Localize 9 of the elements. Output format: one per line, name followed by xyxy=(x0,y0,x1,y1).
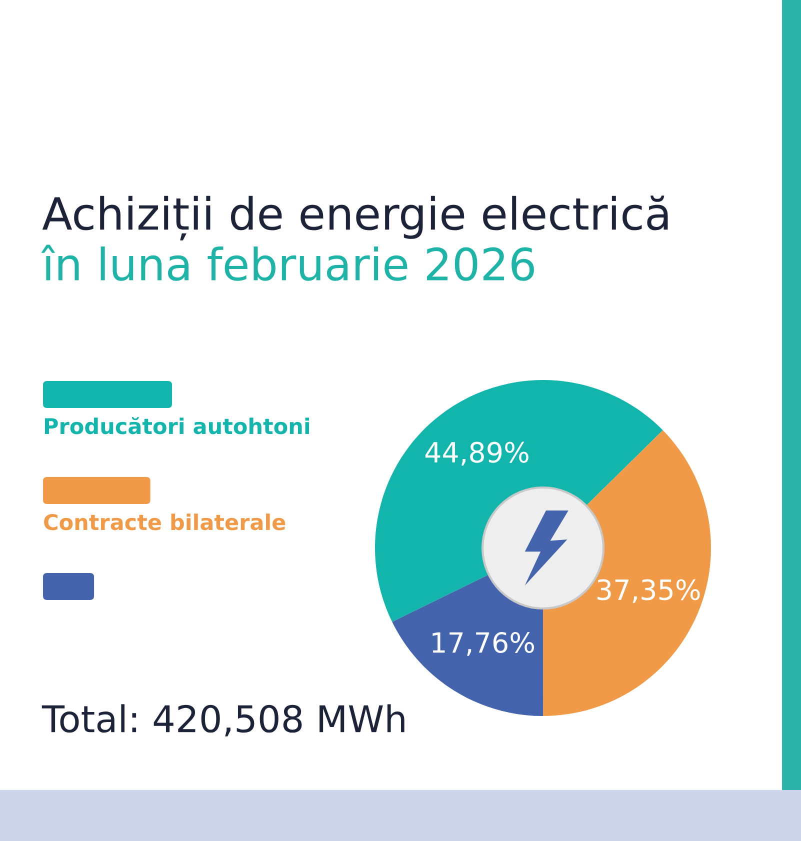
data-label: 37,35% xyxy=(598,579,700,604)
data-label: 44,89% xyxy=(425,442,528,466)
donut-slice xyxy=(543,430,711,716)
chart-subtitle: în luna februarie 2026 xyxy=(41,244,534,281)
text: Total: 420,508 MWh xyxy=(42,704,404,736)
data-label: 17,76% xyxy=(432,632,534,656)
legend-label: Contracte bilaterale xyxy=(44,514,286,530)
slice-label: Producători autohtoni xyxy=(44,417,310,434)
chart-title: Achiziții de energie electrică xyxy=(42,196,668,240)
